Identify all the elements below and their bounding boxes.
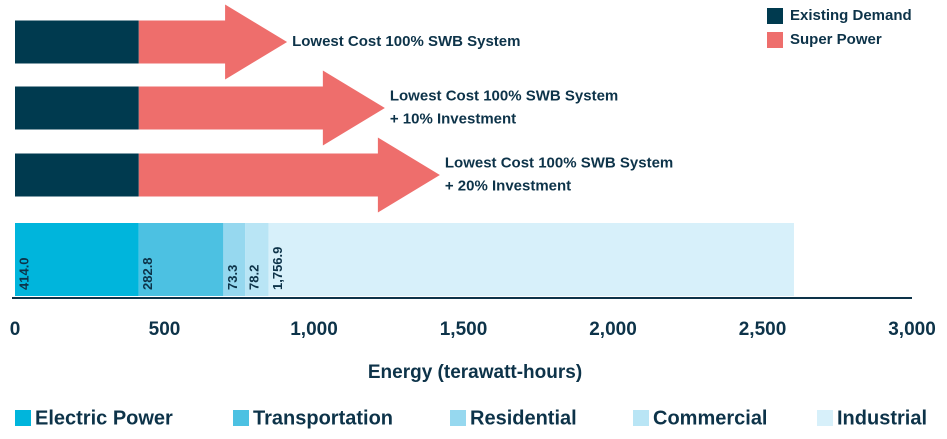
legend-label: Super Power — [790, 31, 882, 48]
legend-label: Transportation — [253, 407, 393, 429]
legend-label: Commercial — [653, 407, 768, 429]
arrow-bar — [138, 137, 440, 213]
x-tick-label: 1,000 — [290, 319, 338, 340]
bar — [15, 86, 139, 130]
legend-label: Industrial — [837, 407, 927, 429]
x-axis-label: Energy (terawatt-hours) — [368, 362, 582, 383]
x-tick-label: 1,500 — [440, 319, 488, 340]
legend-label: Existing Demand — [790, 7, 912, 24]
legend-swatch — [817, 410, 833, 426]
row-label: + 20% Investment — [445, 177, 571, 194]
arrow-bar — [138, 4, 288, 80]
legend-swatch — [767, 8, 783, 24]
legend-label: Electric Power — [35, 407, 173, 429]
value-label: 1,756.9 — [270, 247, 285, 290]
row-label: Lowest Cost 100% SWB System — [445, 154, 673, 171]
value-label: 414.0 — [16, 257, 31, 290]
bar-segment — [245, 223, 269, 296]
x-tick-label: 0 — [10, 319, 21, 340]
bar — [15, 153, 139, 197]
bar — [15, 20, 139, 64]
x-tick-label: 2,500 — [739, 319, 787, 340]
arrow-bar — [138, 70, 385, 146]
row-label: Lowest Cost 100% SWB System — [292, 33, 520, 50]
legend-swatch — [633, 410, 649, 426]
legend-swatch — [15, 410, 31, 426]
row-label: + 10% Investment — [390, 110, 516, 127]
x-tick-label: 3,000 — [888, 319, 936, 340]
value-label: 78.2 — [247, 265, 262, 290]
bar-segment — [223, 223, 246, 296]
legend-swatch — [767, 32, 783, 48]
x-tick-label: 500 — [149, 319, 181, 340]
legend-label: Residential — [470, 407, 577, 429]
x-tick-label: 2,000 — [589, 319, 637, 340]
bar-segment — [268, 223, 794, 296]
bar-segment — [138, 223, 224, 296]
value-label: 282.8 — [140, 257, 155, 290]
value-label: 73.3 — [225, 265, 240, 290]
legend-swatch — [233, 410, 249, 426]
bar-segment — [15, 223, 139, 296]
row-label: Lowest Cost 100% SWB System — [390, 87, 618, 104]
legend-swatch — [450, 410, 466, 426]
